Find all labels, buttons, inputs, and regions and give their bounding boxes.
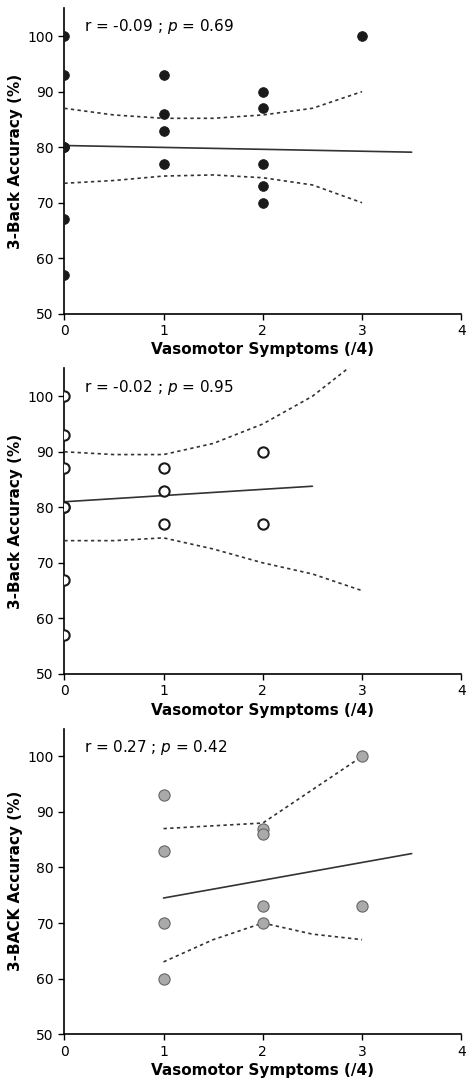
Point: [61, 571, 68, 589]
Point: [61, 498, 68, 516]
X-axis label: Vasomotor Symptoms (/4): Vasomotor Symptoms (/4): [151, 703, 374, 718]
Point: [160, 842, 167, 859]
Point: [358, 27, 366, 45]
Point: [61, 498, 68, 516]
Point: [61, 139, 68, 156]
Point: [160, 970, 167, 987]
Text: r = -0.09 ; $\it{p}$ = 0.69: r = -0.09 ; $\it{p}$ = 0.69: [84, 17, 234, 37]
Point: [160, 786, 167, 804]
Point: [259, 155, 266, 173]
Point: [259, 83, 266, 100]
Point: [160, 914, 167, 932]
Text: r = 0.27 ; $\it{p}$ = 0.42: r = 0.27 ; $\it{p}$ = 0.42: [84, 737, 228, 757]
Point: [259, 100, 266, 117]
Point: [160, 105, 167, 123]
Point: [358, 747, 366, 765]
Point: [259, 914, 266, 932]
Point: [259, 820, 266, 837]
Point: [259, 515, 266, 532]
Point: [259, 825, 266, 843]
Point: [61, 427, 68, 444]
Point: [61, 627, 68, 644]
Point: [259, 177, 266, 194]
X-axis label: Vasomotor Symptoms (/4): Vasomotor Symptoms (/4): [151, 342, 374, 357]
Point: [61, 27, 68, 45]
Point: [61, 211, 68, 228]
Y-axis label: 3-Back Accuracy (%): 3-Back Accuracy (%): [9, 74, 23, 249]
Point: [61, 66, 68, 84]
Point: [61, 388, 68, 405]
Y-axis label: 3-BACK Accuracy (%): 3-BACK Accuracy (%): [9, 792, 23, 972]
Point: [160, 66, 167, 84]
Point: [160, 515, 167, 532]
Point: [61, 266, 68, 283]
Point: [160, 122, 167, 139]
Point: [259, 194, 266, 212]
Y-axis label: 3-Back Accuracy (%): 3-Back Accuracy (%): [9, 433, 23, 609]
Point: [160, 459, 167, 477]
Text: r = -0.02 ; $\it{p}$ = 0.95: r = -0.02 ; $\it{p}$ = 0.95: [84, 378, 234, 396]
Point: [160, 482, 167, 500]
Point: [259, 898, 266, 915]
Point: [259, 443, 266, 460]
Point: [61, 459, 68, 477]
X-axis label: Vasomotor Symptoms (/4): Vasomotor Symptoms (/4): [151, 1063, 374, 1077]
Point: [160, 155, 167, 173]
Point: [358, 898, 366, 915]
Point: [61, 139, 68, 156]
